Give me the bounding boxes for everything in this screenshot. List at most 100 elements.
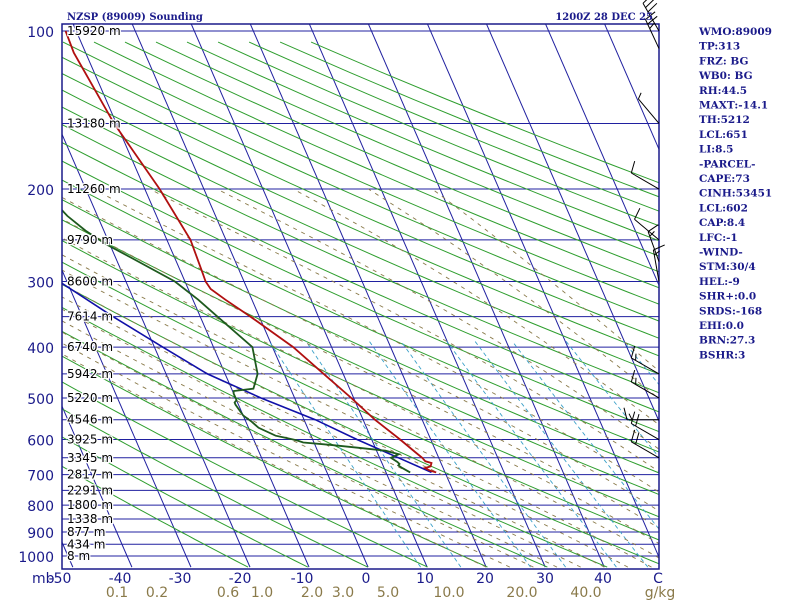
- temperature-tick-label: C: [653, 571, 663, 587]
- wind-barb-flag: [645, 0, 655, 8]
- background-grid: [62, 24, 659, 568]
- index-line: TP:313: [699, 41, 740, 53]
- dry-adiabat: [62, 73, 659, 339]
- moist-adiabat: [62, 331, 534, 568]
- isotherm-line: [62, 268, 192, 568]
- mixing-ratio-unit-label: g/kg: [645, 585, 676, 600]
- index-line: -WIND-: [699, 247, 743, 259]
- mixing-ratio-line: [368, 341, 531, 568]
- moist-adiabat: [216, 188, 659, 450]
- isotherm-line: [249, 24, 487, 568]
- index-line: MAXT:-14.1: [699, 100, 768, 112]
- moist-adiabat: [62, 237, 659, 545]
- wind-barb-shaft: [647, 231, 660, 262]
- temperature-tick-label: 0: [362, 571, 371, 587]
- sounding-profiles: [62, 30, 437, 474]
- index-line: CINH:53451: [699, 188, 772, 200]
- moist-adiabat: [62, 342, 510, 568]
- wind-barb-shaft: [631, 441, 660, 459]
- wind-barb-flag: [634, 207, 641, 220]
- pressure-tick-label: 1000: [18, 550, 54, 566]
- height-labels: 15920 m 13180 m 11260 m 9790 m 8600 m 7614 m 6…: [66, 23, 122, 565]
- mixing-ratio-tick-label: 3.0: [332, 585, 354, 600]
- dry-adiabat: [62, 219, 659, 496]
- moist-adiabat: [93, 188, 659, 493]
- temperature-tick-label: 10: [416, 571, 434, 587]
- wind-barb: [634, 207, 660, 241]
- pressure-tick-label: 700: [27, 469, 54, 485]
- height-label: 434 m: [67, 537, 105, 551]
- temperature-tick-label: 30: [536, 571, 554, 587]
- moist-adiabat: [62, 320, 558, 568]
- height-label: 15920 m: [67, 24, 121, 38]
- moist-adiabat: [62, 269, 652, 568]
- wind-barb: [630, 429, 660, 459]
- index-line: LCL:602: [699, 202, 748, 214]
- dry-adiabat: [62, 160, 659, 433]
- dry-adiabat: [62, 179, 659, 453]
- temperature-tick-label: -50: [49, 571, 72, 587]
- moist-adiabat: [62, 196, 659, 512]
- isotherm-line: [308, 24, 546, 568]
- moist-adiabat: [62, 283, 629, 568]
- wind-barb-shaft: [645, 19, 660, 49]
- moist-adiabat: [368, 188, 659, 400]
- moist-adiabat: [62, 308, 581, 568]
- index-line: WB0: BG: [698, 70, 753, 82]
- height-label: 9790 m: [67, 233, 113, 247]
- mixing-ratio-line: [400, 341, 566, 568]
- mixing-ratio-tick-label: 0.6: [217, 585, 239, 600]
- pressure-tick-label: 600: [27, 434, 54, 450]
- dry-adiabat: [62, 239, 659, 518]
- pressure-tick-label: 400: [27, 341, 54, 357]
- mixing-ratio-line: [474, 341, 649, 568]
- wind-barb: [630, 160, 660, 190]
- mixing-ratio-line: [511, 341, 659, 530]
- temperature-tick-label: -20: [229, 571, 252, 587]
- isotherm-line: [426, 24, 659, 559]
- dewpoint-trace: [62, 208, 411, 474]
- height-label: 1800 m: [67, 498, 113, 512]
- plot-frame: [61, 23, 660, 570]
- pressure-tick-label: 300: [27, 276, 54, 292]
- height-label: 3345 m: [67, 451, 113, 465]
- wind-barb-shaft: [631, 423, 660, 440]
- dry-adiabat: [62, 330, 548, 568]
- pressure-tick-label: 500: [27, 392, 54, 408]
- wind-barb-shaft: [631, 357, 660, 375]
- dry-adiabat: [62, 408, 368, 568]
- wind-barb-shaft: [631, 381, 660, 399]
- index-line: -PARCEL-: [699, 158, 755, 170]
- wind-barb-shaft: [631, 172, 660, 190]
- dry-adiabat: [62, 436, 309, 568]
- wind-barb-flag: [635, 413, 640, 427]
- mixing-ratio-line: [446, 341, 617, 568]
- index-line: STM:30/4: [699, 261, 756, 273]
- moist-adiabat: [62, 353, 487, 568]
- temperature-tick-label: 40: [594, 571, 612, 587]
- mixing-ratio-tick-label: 2.0: [301, 585, 323, 600]
- pressure-tick-label: 900: [27, 526, 54, 542]
- height-label: 1338 m: [67, 512, 113, 526]
- wind-barb-flag: [654, 250, 660, 256]
- dry-adiabat: [62, 355, 488, 568]
- wind-barbs: [623, 0, 665, 459]
- height-label: 3925 m: [67, 433, 113, 447]
- wind-barb: [630, 411, 660, 440]
- pressure-tick-label: 100: [27, 25, 54, 41]
- wind-barb: [652, 244, 665, 282]
- wind-barb-shaft: [638, 98, 660, 124]
- mixing-ratio-tick-label: 1.0: [251, 585, 273, 600]
- wind-barb-flag: [647, 224, 659, 233]
- index-line: BSHR:3: [699, 349, 745, 361]
- pressure-axis: 100 200 300 400 500 600 700 800 900 1000: [18, 25, 54, 566]
- wind-barb: [630, 369, 660, 399]
- mixing-ratio-tick-label: 0.2: [146, 585, 168, 600]
- mixing-ratio-line: [565, 341, 659, 458]
- dry-adiabat: [62, 381, 428, 568]
- index-line: LCL:651: [699, 129, 748, 141]
- mixing-ratio-tick-label: 20.0: [506, 585, 537, 600]
- mixing-ratio-tick-label: 0.1: [106, 585, 128, 600]
